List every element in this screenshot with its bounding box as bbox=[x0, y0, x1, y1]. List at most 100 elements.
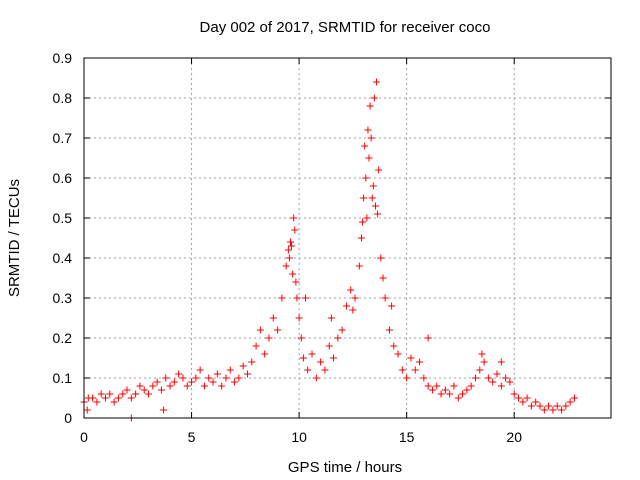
data-point bbox=[361, 142, 369, 150]
data-point bbox=[183, 382, 191, 390]
x-tick-labels: 0 5 10 15 20 bbox=[80, 429, 522, 445]
data-point bbox=[274, 326, 282, 334]
data-point bbox=[390, 342, 398, 350]
data-point bbox=[478, 350, 486, 358]
data-point bbox=[347, 286, 355, 294]
data-point bbox=[106, 390, 114, 398]
data-point bbox=[288, 242, 296, 250]
data-point bbox=[114, 394, 122, 402]
data-point bbox=[145, 390, 153, 398]
plot-frame bbox=[83, 57, 612, 419]
data-point bbox=[394, 350, 402, 358]
data-point bbox=[312, 374, 320, 382]
data-point bbox=[218, 382, 226, 390]
data-point bbox=[549, 406, 557, 414]
data-point bbox=[374, 210, 382, 218]
data-point bbox=[160, 406, 168, 414]
data-point bbox=[292, 278, 300, 286]
data-point bbox=[467, 382, 475, 390]
data-point bbox=[110, 398, 118, 406]
data-point bbox=[484, 374, 492, 382]
data-point bbox=[188, 378, 196, 386]
data-point bbox=[289, 270, 297, 278]
data-point bbox=[454, 394, 462, 402]
y-tick-label: 0.8 bbox=[53, 90, 73, 106]
data-point bbox=[450, 382, 458, 390]
y-tick-label: 0.7 bbox=[53, 130, 73, 146]
data-point bbox=[338, 326, 346, 334]
x-tick-label: 20 bbox=[506, 429, 522, 445]
data-point bbox=[360, 194, 368, 202]
data-point bbox=[553, 402, 561, 410]
data-point bbox=[93, 398, 101, 406]
data-point bbox=[209, 378, 217, 386]
y-tick-label: 0.3 bbox=[53, 290, 73, 306]
data-point bbox=[123, 386, 131, 394]
data-point bbox=[566, 398, 574, 406]
data-point bbox=[213, 370, 221, 378]
data-point bbox=[293, 294, 301, 302]
data-point bbox=[325, 342, 333, 350]
data-point bbox=[497, 358, 505, 366]
data-point bbox=[527, 402, 535, 410]
data-point bbox=[493, 370, 501, 378]
data-point bbox=[420, 374, 428, 382]
data-point bbox=[349, 306, 357, 314]
data-point bbox=[536, 402, 544, 410]
data-point bbox=[558, 406, 566, 414]
data-point bbox=[291, 226, 299, 234]
y-tick-label: 0.9 bbox=[53, 50, 73, 66]
data-point bbox=[200, 382, 208, 390]
data-point bbox=[132, 390, 140, 398]
data-point bbox=[362, 174, 370, 182]
data-point bbox=[489, 378, 497, 386]
data-point bbox=[562, 402, 570, 410]
data-point bbox=[256, 326, 264, 334]
data-point bbox=[149, 382, 157, 390]
data-point bbox=[243, 370, 251, 378]
y-tick-labels: 0 0.1 0.2 0.3 0.4 0.5 0.6 0.7 0.8 0.9 bbox=[53, 50, 73, 426]
data-point bbox=[540, 406, 548, 414]
data-point bbox=[476, 366, 484, 374]
y-tick-label: 0.4 bbox=[53, 250, 73, 266]
data-point bbox=[284, 246, 292, 254]
data-point bbox=[388, 302, 396, 310]
data-point bbox=[226, 366, 234, 374]
data-point bbox=[368, 194, 376, 202]
y-tick-label: 0.2 bbox=[53, 330, 73, 346]
data-point bbox=[379, 274, 387, 282]
data-point bbox=[317, 358, 325, 366]
data-point bbox=[424, 334, 432, 342]
data-point bbox=[235, 374, 243, 382]
axis-ticks bbox=[83, 57, 611, 419]
x-tick-label: 15 bbox=[399, 429, 415, 445]
data-point bbox=[192, 374, 200, 382]
y-axis-title: SRMTID / TECUs bbox=[6, 179, 23, 297]
chart-title: Day 002 of 2017, SRMTID for receiver coc… bbox=[200, 19, 491, 36]
data-point bbox=[162, 374, 170, 382]
data-point bbox=[446, 390, 454, 398]
data-point bbox=[428, 386, 436, 394]
data-point bbox=[334, 334, 342, 342]
data-point bbox=[297, 334, 305, 342]
data-point bbox=[342, 302, 350, 310]
data-point bbox=[424, 382, 432, 390]
data-point bbox=[83, 406, 91, 414]
data-point bbox=[532, 398, 540, 406]
data-point bbox=[373, 78, 381, 86]
data-point bbox=[136, 382, 144, 390]
data-point bbox=[459, 390, 467, 398]
data-point bbox=[261, 350, 269, 358]
data-point bbox=[304, 366, 312, 374]
data-point bbox=[327, 314, 335, 322]
x-tick-label: 10 bbox=[291, 429, 307, 445]
data-point bbox=[381, 294, 389, 302]
data-point bbox=[330, 354, 338, 362]
data-point bbox=[299, 354, 307, 362]
data-point bbox=[370, 94, 378, 102]
data-point bbox=[285, 254, 293, 262]
data-point bbox=[166, 382, 174, 390]
data-point bbox=[239, 362, 247, 370]
data-point bbox=[377, 254, 385, 262]
data-point bbox=[321, 366, 329, 374]
